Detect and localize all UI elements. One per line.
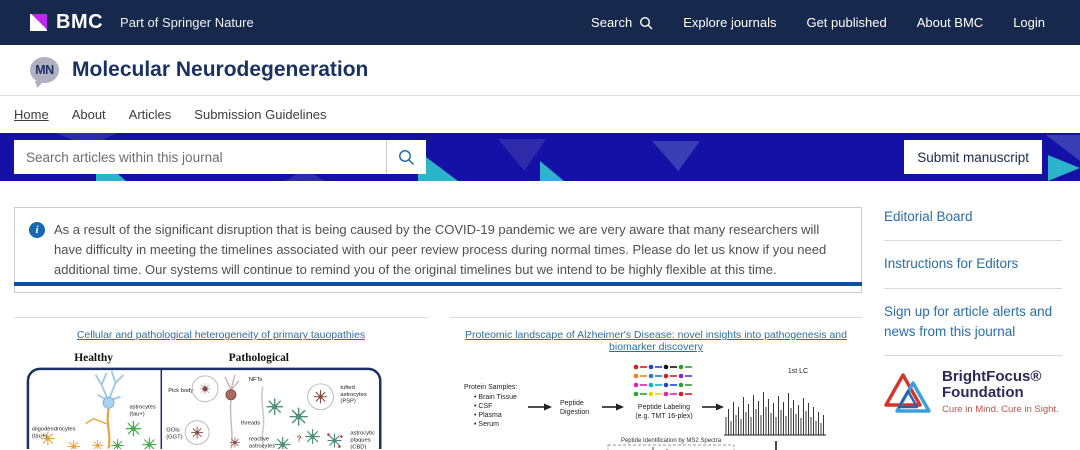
figure-label: NFTs [249, 377, 263, 383]
figure-label: Pick body [168, 388, 193, 394]
main-content: i As a result of the significant disrupt… [0, 181, 1080, 450]
accent-bar [14, 282, 862, 286]
sponsor-text: BrightFocus® Foundation Cure in Mind. Cu… [942, 368, 1059, 416]
topmenu-search-label: Search [591, 15, 633, 30]
figure-label: (tau+) [32, 434, 47, 440]
brightfocus-logo-icon [884, 373, 931, 413]
banner-triangle [498, 139, 546, 171]
figure-label: ? [297, 435, 302, 444]
figure-label: (PSP) [340, 399, 355, 405]
info-icon: i [29, 222, 45, 238]
journal-logo-initials: MN [35, 63, 54, 77]
topmenu-login[interactable]: Login [1013, 15, 1045, 30]
figure-label: Digestion [560, 409, 589, 416]
covid-notice-text: As a result of the significant disruptio… [54, 222, 827, 278]
search-icon [399, 149, 415, 165]
journal-title: Molecular Neurodegeneration [72, 58, 369, 81]
topbar: BMC Part of Springer Nature Search Explo… [0, 0, 1080, 45]
topmenu-get-published[interactable]: Get published [806, 15, 887, 30]
figure-label: (CBD) [350, 445, 366, 449]
sidebar-link-article-alerts[interactable]: Sign up for article alerts and news from… [884, 303, 1053, 339]
figure-label: Peptide [560, 400, 584, 407]
figure-label: GOIs [166, 428, 180, 434]
tmt-dot-grid [633, 364, 692, 397]
figure-label: 1st LC [788, 368, 808, 375]
submit-manuscript-button[interactable]: Submit manuscript [904, 140, 1042, 174]
figure-label: oligodendrocytes [32, 427, 76, 433]
figure-label: Peptide Labeling [638, 404, 690, 411]
figure-label: • Serum [474, 421, 499, 428]
sidebar: Editorial Board Instructions for Editors… [884, 207, 1062, 417]
figure-label: Peptide Identification by MS2 Spectra [621, 438, 722, 444]
nav-home[interactable]: Home [14, 107, 49, 122]
figure-label: astrocytes [340, 392, 366, 398]
topmenu-about-bmc[interactable]: About BMC [916, 15, 984, 30]
journal-logo[interactable]: MN [30, 57, 59, 83]
figure-col-header: Pathological [229, 352, 289, 364]
figure-label: • Brain Tissue [474, 394, 517, 401]
journal-nav: Home About Articles Submission Guideline… [0, 96, 1080, 133]
bmc-logo-icon [30, 14, 47, 31]
banner-triangle [1048, 155, 1080, 181]
sidebar-divider [884, 355, 1062, 356]
figure-label: tufted [340, 385, 354, 391]
figure-col-header: Healthy [74, 352, 113, 364]
topmenu-explore-journals[interactable]: Explore journals [683, 15, 777, 30]
topbar-menu: Search Explore journals Get published Ab… [591, 15, 1045, 30]
article-title-link[interactable]: Proteomic landscape of Alzheimer's Disea… [465, 329, 847, 353]
figure-label: • Plasma [474, 412, 502, 419]
search-icon [640, 16, 653, 29]
journal-search-button[interactable] [386, 140, 426, 174]
journal-header: MN Molecular Neurodegeneration [0, 45, 1080, 96]
figure-label: (GGT) [166, 435, 182, 441]
figure-label: threads [241, 421, 260, 427]
banner-triangle [652, 141, 700, 171]
article-title-link[interactable]: Cellular and pathological heterogeneity … [76, 329, 366, 341]
nav-about[interactable]: About [71, 107, 106, 122]
bmc-brand[interactable]: BMC Part of Springer Nature [30, 11, 254, 34]
bmc-logo-text: BMC [56, 11, 104, 33]
article-card: Proteomic landscape of Alzheimer's Disea… [450, 317, 862, 450]
article-figure-tauopathies[interactable]: Healthy Pathological oligodendrocytes [14, 345, 428, 449]
figure-label: astrocytic [350, 431, 374, 437]
figure-label: • CSF [474, 403, 492, 410]
journal-search [14, 140, 426, 174]
sponsor-name-line1: BrightFocus® [942, 368, 1042, 385]
search-banner: Submit manuscript [0, 133, 1080, 181]
article-figure-proteomics[interactable]: Protein Samples: • Brain Tissue • CSF • … [450, 357, 862, 450]
figure-label: astrocytes [129, 405, 155, 411]
sidebar-divider [884, 287, 1062, 289]
sponsor-name-line2: Foundation [942, 384, 1024, 402]
covid-notice: i As a result of the significant disrupt… [14, 207, 862, 294]
journal-search-input[interactable] [14, 140, 386, 174]
sidebar-link-instructions-for-editors[interactable]: Instructions for Editors [884, 256, 1019, 272]
nav-articles[interactable]: Articles [128, 107, 172, 122]
article-card: Cellular and pathological heterogeneity … [14, 317, 428, 449]
springer-nature-tagline: Part of Springer Nature [120, 15, 254, 30]
figure-label: reactive [249, 437, 269, 443]
figure-label: (e.g. TMT 16-plex) [635, 413, 692, 420]
topmenu-search[interactable]: Search [591, 15, 653, 30]
banner-triangle [540, 161, 564, 181]
figure-label: Protein Samples: [464, 384, 517, 391]
sidebar-divider [884, 240, 1062, 242]
figure-label: astrocytes [249, 444, 275, 449]
lc-spectrum [725, 392, 824, 435]
sponsor-tagline: Cure in Mind. Cure in Sight. [942, 404, 1059, 416]
brightfocus-sponsor-logo[interactable]: BrightFocus® Foundation Cure in Mind. Cu… [884, 368, 1062, 417]
figure-label: plaques [350, 438, 370, 444]
figure-label: (tau+) [129, 412, 144, 418]
sidebar-link-editorial-board[interactable]: Editorial Board [884, 209, 973, 224]
nav-submission-guidelines[interactable]: Submission Guidelines [194, 107, 327, 122]
